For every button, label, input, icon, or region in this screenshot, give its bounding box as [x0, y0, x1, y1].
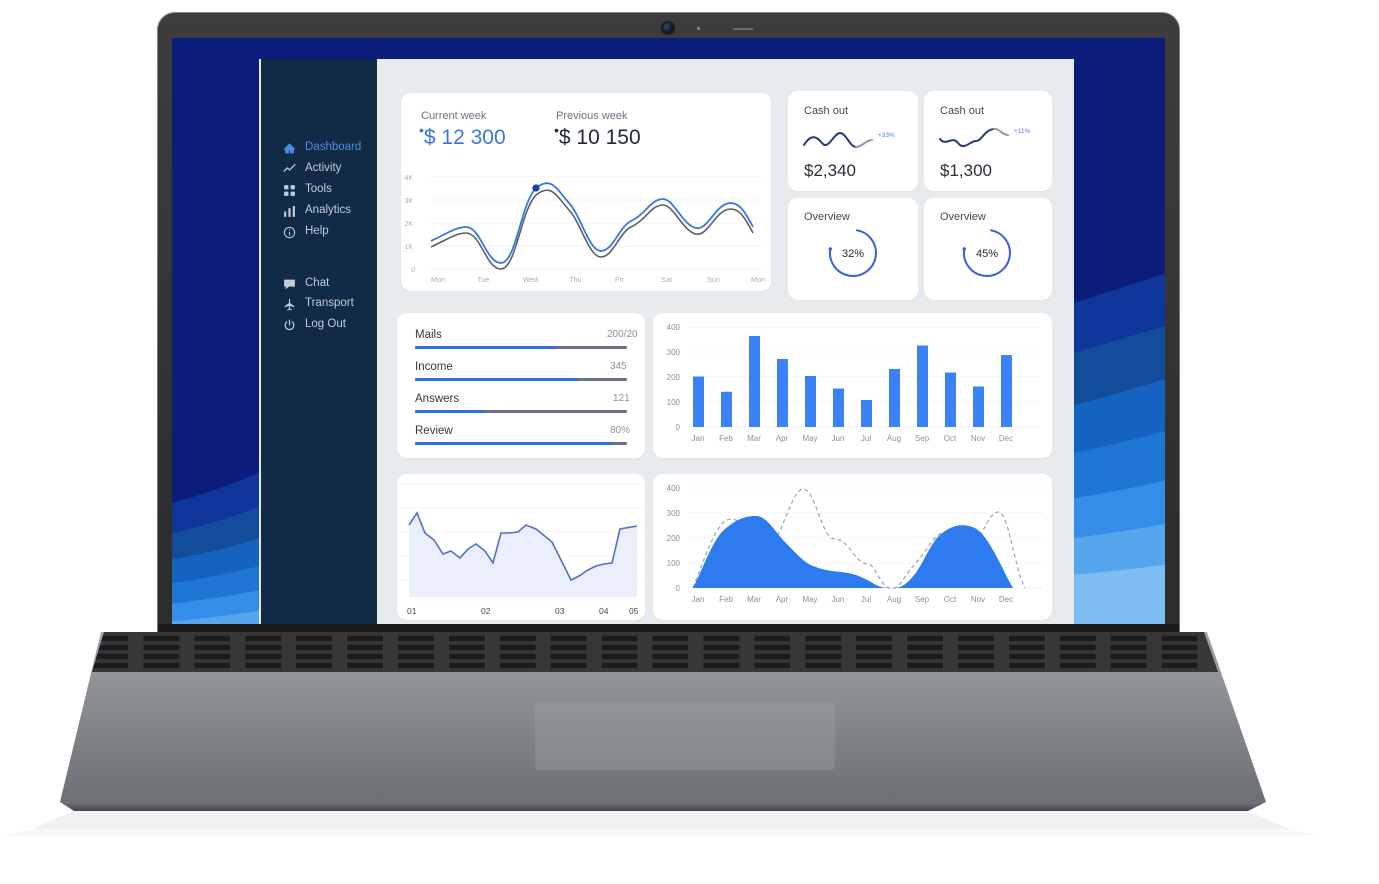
svg-text:Mar: Mar: [747, 595, 761, 604]
svg-text:200: 200: [667, 534, 681, 543]
svg-text:Apr: Apr: [776, 595, 789, 604]
svg-text:Nov: Nov: [971, 595, 985, 604]
svg-text:Sat: Sat: [661, 275, 672, 284]
svg-text:May: May: [802, 434, 817, 443]
svg-text:400: 400: [667, 484, 681, 493]
svg-text:45%: 45%: [976, 248, 998, 260]
svg-text:Mon: Mon: [431, 275, 445, 284]
svg-text:+33%: +33%: [878, 132, 895, 139]
svg-text:Dec: Dec: [999, 434, 1013, 443]
svg-text:400: 400: [667, 323, 681, 332]
svg-text:Tue: Tue: [477, 275, 489, 284]
svg-text:Dec: Dec: [999, 595, 1013, 604]
svg-text:Jan: Jan: [692, 595, 705, 604]
svg-text:2K: 2K: [404, 221, 413, 228]
svg-text:Jan: Jan: [692, 434, 705, 443]
svg-text:Apr: Apr: [776, 434, 789, 443]
svg-text:01: 01: [407, 606, 417, 616]
svg-text:Aug: Aug: [887, 434, 901, 443]
svg-text:Thu: Thu: [569, 275, 582, 284]
svg-text:Feb: Feb: [719, 595, 733, 604]
svg-text:1K: 1K: [404, 244, 413, 251]
svg-text:02: 02: [481, 606, 491, 616]
svg-text:May: May: [802, 595, 817, 604]
svg-text:Jun: Jun: [832, 595, 845, 604]
svg-text:300: 300: [667, 509, 681, 518]
svg-text:Oct: Oct: [944, 434, 957, 443]
svg-text:300: 300: [667, 348, 681, 357]
svg-text:Wed: Wed: [523, 275, 538, 284]
svg-text:Sun: Sun: [707, 275, 720, 284]
svg-text:Mar: Mar: [747, 434, 761, 443]
svg-text:04: 04: [599, 606, 609, 616]
svg-text:+11%: +11%: [1014, 128, 1031, 135]
svg-text:32%: 32%: [842, 248, 864, 260]
svg-text:03: 03: [555, 606, 565, 616]
svg-text:0: 0: [676, 423, 681, 432]
svg-text:Jun: Jun: [832, 434, 845, 443]
svg-text:Sep: Sep: [915, 595, 930, 604]
svg-text:100: 100: [667, 398, 681, 407]
svg-text:Mon: Mon: [751, 275, 765, 284]
svg-text:Jul: Jul: [861, 595, 871, 604]
svg-text:3K: 3K: [404, 198, 413, 205]
svg-text:05: 05: [629, 606, 639, 616]
svg-text:Oct: Oct: [944, 595, 957, 604]
svg-text:100: 100: [667, 559, 681, 568]
svg-text:Fri: Fri: [615, 275, 624, 284]
svg-text:Nov: Nov: [971, 434, 985, 443]
svg-text:Sep: Sep: [915, 434, 930, 443]
svg-text:Aug: Aug: [887, 595, 901, 604]
svg-text:4K: 4K: [404, 175, 413, 182]
svg-text:200: 200: [667, 373, 681, 382]
svg-text:Jul: Jul: [861, 434, 871, 443]
svg-text:Feb: Feb: [719, 434, 733, 443]
svg-text:0: 0: [676, 584, 681, 593]
svg-text:0: 0: [411, 267, 415, 274]
